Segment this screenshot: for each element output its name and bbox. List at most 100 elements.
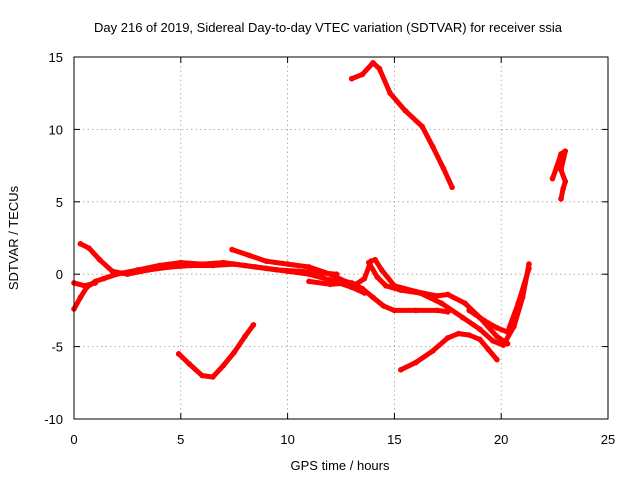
y-tick-labels: -10 -5 0 5 10 15 bbox=[44, 50, 63, 427]
data-point bbox=[477, 326, 483, 333]
data-point bbox=[327, 277, 334, 283]
data-point bbox=[489, 338, 496, 344]
data-point bbox=[562, 178, 569, 185]
x-tick-label: 10 bbox=[280, 432, 294, 447]
data-point bbox=[445, 291, 451, 298]
data-point bbox=[246, 252, 252, 259]
data-series bbox=[71, 59, 569, 380]
series-line bbox=[349, 60, 455, 190]
data-point bbox=[370, 294, 376, 301]
series-track-11 bbox=[549, 148, 569, 202]
data-point bbox=[466, 332, 472, 338]
data-point bbox=[466, 307, 472, 314]
data-point bbox=[370, 59, 376, 66]
data-point bbox=[96, 256, 103, 263]
data-point bbox=[252, 264, 259, 270]
data-point bbox=[485, 346, 492, 353]
data-point bbox=[515, 300, 522, 306]
data-point bbox=[376, 65, 383, 72]
data-point bbox=[242, 333, 248, 340]
axis-ticks bbox=[73, 56, 609, 420]
data-point bbox=[327, 281, 334, 288]
data-point bbox=[231, 261, 237, 267]
data-point bbox=[560, 185, 566, 192]
x-tick-labels: 0 5 10 15 20 25 bbox=[70, 432, 615, 447]
data-point bbox=[306, 264, 312, 270]
series-track-4 bbox=[175, 322, 257, 380]
data-point bbox=[526, 265, 532, 272]
data-point bbox=[263, 258, 270, 264]
data-point bbox=[412, 359, 419, 366]
x-tick-label: 25 bbox=[601, 432, 615, 447]
data-point bbox=[455, 330, 462, 337]
y-axis-label: SDTVAR / TECUs bbox=[6, 185, 21, 290]
data-point bbox=[434, 307, 440, 314]
data-point bbox=[558, 196, 564, 202]
data-point bbox=[398, 287, 404, 293]
series-line bbox=[466, 265, 532, 335]
data-point bbox=[284, 261, 291, 267]
data-point bbox=[92, 280, 99, 286]
data-point bbox=[549, 175, 556, 182]
data-point bbox=[101, 275, 107, 282]
data-point bbox=[374, 274, 381, 280]
data-point bbox=[306, 278, 312, 285]
data-point bbox=[504, 329, 511, 335]
series-track-3 bbox=[77, 240, 340, 278]
data-point bbox=[365, 259, 372, 266]
data-point bbox=[359, 285, 366, 292]
data-point bbox=[387, 90, 393, 96]
y-tick-label: 10 bbox=[49, 122, 63, 137]
series-track-6 bbox=[306, 278, 451, 315]
x-tick-label: 0 bbox=[70, 432, 77, 447]
data-point bbox=[220, 362, 227, 369]
y-tick-label: 5 bbox=[56, 195, 63, 210]
grid-lines bbox=[74, 57, 608, 419]
data-point bbox=[250, 322, 257, 328]
data-point bbox=[494, 324, 500, 331]
data-point bbox=[86, 245, 92, 251]
data-point bbox=[477, 336, 483, 343]
data-point bbox=[274, 267, 280, 273]
plot-frame bbox=[73, 56, 609, 420]
series-track-10 bbox=[466, 265, 532, 335]
data-point bbox=[553, 164, 560, 170]
data-point bbox=[417, 290, 423, 296]
data-point bbox=[494, 333, 500, 340]
data-point bbox=[348, 280, 355, 286]
data-point bbox=[145, 267, 152, 273]
series-track-7 bbox=[348, 59, 455, 191]
data-point bbox=[109, 268, 116, 275]
series-track-5 bbox=[229, 246, 511, 347]
data-point bbox=[361, 275, 368, 282]
data-point bbox=[562, 148, 569, 154]
data-point bbox=[378, 267, 385, 273]
data-point bbox=[124, 271, 131, 278]
y-tick-label: 15 bbox=[49, 50, 63, 65]
data-point bbox=[459, 314, 466, 321]
data-point bbox=[77, 294, 84, 301]
data-point bbox=[186, 361, 193, 367]
data-point bbox=[462, 300, 468, 306]
data-point bbox=[430, 143, 436, 150]
y-tick-label: -5 bbox=[51, 340, 63, 355]
data-point bbox=[348, 75, 355, 82]
data-point bbox=[449, 184, 455, 191]
data-point bbox=[210, 374, 216, 380]
data-point bbox=[167, 264, 173, 270]
y-tick-label: 0 bbox=[56, 267, 63, 282]
data-point bbox=[81, 282, 88, 289]
data-point bbox=[77, 240, 84, 247]
x-tick-label: 20 bbox=[494, 432, 508, 447]
chart-title: Day 216 of 2019, Sidereal Day-to-day VTE… bbox=[94, 20, 563, 35]
data-point bbox=[419, 123, 425, 130]
x-tick-label: 15 bbox=[387, 432, 401, 447]
data-point bbox=[391, 307, 398, 314]
series-track-2 bbox=[71, 280, 99, 289]
series-line bbox=[306, 278, 451, 315]
y-tick-label: -10 bbox=[44, 412, 63, 427]
x-axis-label: GPS time / hours bbox=[291, 458, 390, 473]
data-point bbox=[526, 261, 532, 267]
data-point bbox=[359, 71, 366, 78]
